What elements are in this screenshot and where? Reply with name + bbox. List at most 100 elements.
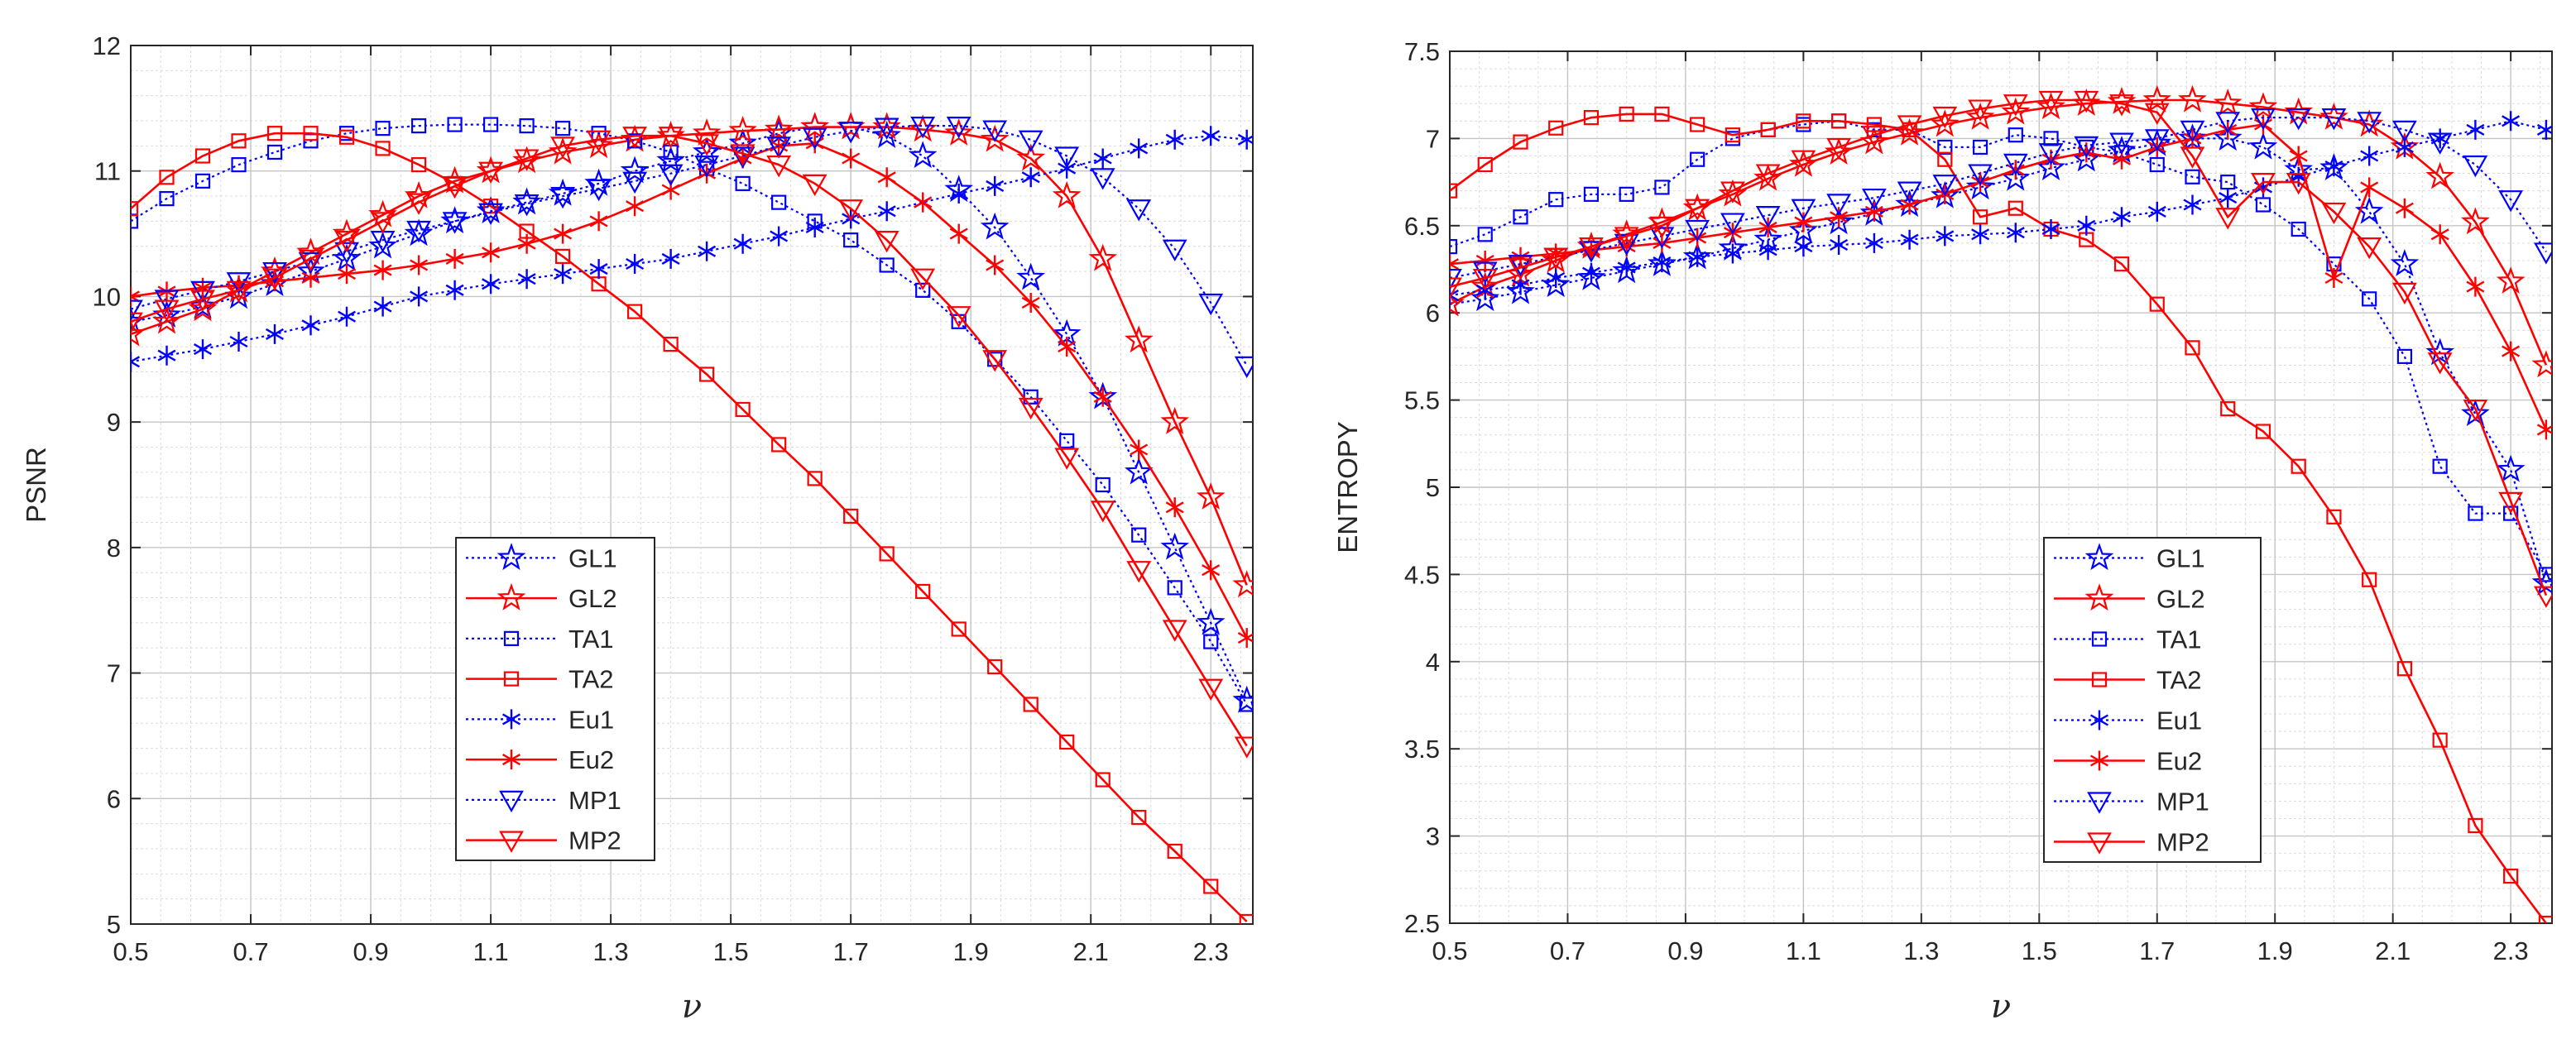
- data-point-eu2: [1475, 251, 1494, 271]
- y-tick-label: 5: [107, 910, 121, 939]
- series-ta2: [131, 126, 1253, 924]
- data-point-ta2: [951, 621, 967, 637]
- data-point-mp2: [802, 174, 827, 197]
- data-point-eu1: [410, 286, 429, 307]
- data-point-ta1: [1972, 139, 1988, 156]
- data-point-ta2: [2468, 817, 2483, 834]
- data-point-mp1: [2003, 153, 2028, 176]
- data-point-ta2: [159, 170, 175, 185]
- legend-marker-ta1: [503, 630, 520, 646]
- data-point-gl2: [2496, 266, 2526, 294]
- x-tick-label: 0.7: [1550, 936, 1585, 965]
- data-point-ta2: [1548, 120, 1564, 136]
- data-point-gl2: [131, 318, 146, 347]
- data-point-mp2: [2321, 202, 2347, 225]
- legend-marker-gl2: [496, 582, 526, 611]
- data-point-eu1: [770, 226, 789, 247]
- data-point-ta2: [1690, 117, 1705, 132]
- data-point-eu1: [1758, 240, 1777, 261]
- data-point-gl1: [1232, 685, 1253, 713]
- data-point-ta2: [2538, 915, 2552, 923]
- data-point-gl2: [2248, 92, 2278, 120]
- data-point-ta1: [231, 157, 247, 173]
- data-point-mp2: [2144, 103, 2170, 126]
- data-point-ta1: [482, 117, 499, 132]
- data-point-mp2: [154, 299, 180, 322]
- data-point-gl2: [1196, 481, 1226, 510]
- data-point-ta2: [1239, 913, 1253, 924]
- series-eu1: [1450, 111, 2552, 306]
- data-point-eu2: [2536, 419, 2552, 440]
- data-point-eu1: [733, 233, 752, 254]
- legend-label-ta2: TA2: [568, 665, 614, 694]
- data-point-eu2: [589, 211, 608, 232]
- data-point-eu1: [2147, 201, 2166, 222]
- data-point-mp1: [550, 186, 575, 209]
- data-point-gl1: [1470, 284, 1500, 312]
- data-point-mp1: [1234, 356, 1253, 379]
- data-point-eu1: [1830, 235, 1849, 255]
- x-tick-label: 2.1: [2375, 936, 2411, 965]
- data-point-mp2: [1755, 164, 1781, 186]
- data-point-eu2: [626, 196, 645, 217]
- data-point-ta2: [771, 437, 787, 453]
- legend-label-eu1: Eu1: [568, 705, 614, 734]
- x-tick-label: 0.7: [233, 937, 268, 966]
- x-tick-label: 1.7: [2139, 936, 2175, 965]
- data-point-gl2: [728, 116, 757, 143]
- series-mp2: [1450, 90, 2552, 608]
- data-point-ta1: [843, 232, 859, 248]
- data-point-eu2: [914, 192, 933, 213]
- data-point-gl1: [1965, 172, 1995, 200]
- data-point-mp1: [1861, 188, 1887, 211]
- data-point-ta2: [554, 248, 571, 264]
- y-tick-label: 4: [1426, 648, 1440, 677]
- data-point-eu2: [805, 133, 824, 154]
- data-point-mp2: [1472, 268, 1498, 291]
- data-point-ta2: [1203, 879, 1219, 894]
- y-tick-label: 7: [107, 659, 121, 688]
- data-point-mp1: [1126, 199, 1152, 222]
- data-point-eu2: [1830, 207, 1849, 227]
- data-point-mp2: [1897, 115, 1922, 137]
- data-point-mp1: [586, 179, 612, 202]
- data-point-mp2: [622, 127, 647, 149]
- data-point-ta1: [771, 194, 787, 210]
- data-point-gl2: [2213, 88, 2243, 117]
- data-point-mp2: [2215, 208, 2241, 230]
- data-point-eu2: [1058, 337, 1077, 357]
- data-point-mp2: [2427, 352, 2453, 375]
- legend-label-gl1: GL1: [568, 544, 617, 572]
- data-point-mp2: [131, 312, 143, 335]
- data-point-eu1: [626, 254, 645, 274]
- data-point-mp2: [1861, 126, 1887, 148]
- data-point-gl2: [800, 112, 829, 140]
- x-tick-label: 1.3: [1903, 936, 1939, 965]
- data-point-mp2: [2074, 90, 2099, 113]
- data-point-gl2: [2461, 207, 2490, 235]
- data-point-eu2: [1794, 212, 1813, 232]
- data-point-ta1: [1450, 238, 1458, 255]
- data-point-mp2: [1450, 277, 1462, 299]
- data-point-mp2: [2180, 146, 2205, 169]
- data-point-ta2: [807, 471, 823, 486]
- data-point-gl2: [512, 146, 541, 174]
- data-point-gl2: [2142, 84, 2172, 113]
- data-point-gl2: [764, 114, 794, 142]
- data-point-mp2: [2251, 173, 2276, 195]
- data-point-ta2: [410, 157, 427, 173]
- data-point-ta1: [2396, 348, 2413, 364]
- legend-marker-eu2: [502, 749, 520, 770]
- data-point-ta2: [303, 126, 319, 141]
- data-point-mp1: [2498, 190, 2524, 213]
- x-tick-label: 1.1: [473, 937, 509, 966]
- data-point-mp1: [2392, 120, 2417, 143]
- data-point-eu1: [157, 345, 176, 366]
- data-point-ta1: [410, 117, 427, 134]
- data-point-eu2: [338, 264, 357, 285]
- x-tick-label: 2.1: [1073, 937, 1109, 966]
- data-point-mp1: [442, 212, 468, 234]
- data-point-eu2: [1450, 254, 1459, 275]
- series-line-eu2: [1450, 123, 2548, 430]
- data-point-mp1: [1090, 168, 1115, 190]
